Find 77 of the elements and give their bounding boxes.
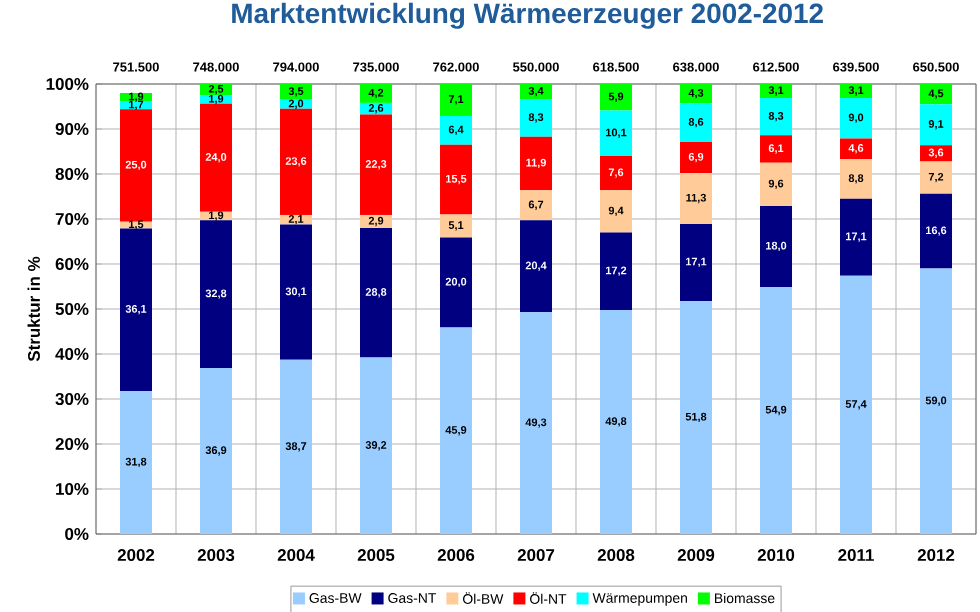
bar (920, 161, 953, 194)
bar (680, 142, 713, 174)
bar (360, 114, 392, 215)
y-tick-label: 100% (46, 78, 89, 90)
bar (920, 83, 953, 105)
x-tick-label: 2007 (517, 549, 555, 562)
x-tick-label: 2003 (197, 549, 235, 562)
y-tick-label: 0% (65, 528, 89, 540)
bar (680, 103, 713, 143)
bar (280, 108, 312, 215)
bar (760, 97, 793, 136)
y-tick-label: 60% (55, 258, 89, 270)
bar (280, 359, 312, 534)
bar (840, 275, 873, 534)
bar (760, 205, 793, 287)
bar (360, 357, 392, 534)
bar (440, 237, 473, 328)
bar (200, 367, 232, 534)
bar (680, 223, 713, 301)
bar (520, 312, 553, 534)
bar (280, 83, 312, 100)
bar (840, 159, 873, 199)
bar (440, 214, 473, 238)
bar (600, 155, 633, 191)
bar (600, 110, 633, 156)
bar (680, 83, 713, 104)
x-tick-label: 2006 (437, 549, 475, 562)
y-tick-label: 70% (55, 213, 89, 225)
y-tick-label: 90% (55, 123, 89, 135)
bar (120, 109, 152, 222)
bar (520, 190, 553, 221)
y-tick-label: 20% (55, 438, 89, 450)
bar (600, 190, 633, 233)
x-tick-label: 2010 (757, 549, 795, 562)
bar (200, 220, 232, 368)
y-axis-title: Struktur in % (27, 256, 40, 362)
bar (440, 327, 473, 534)
bar (440, 144, 473, 215)
bar (760, 286, 793, 534)
bar (600, 83, 633, 111)
y-tick-label: 10% (56, 483, 89, 495)
x-tick-label: 2005 (357, 549, 395, 562)
bar (680, 173, 713, 224)
bar (600, 232, 633, 310)
bar (680, 300, 713, 534)
x-tick-label: 2004 (277, 549, 315, 562)
x-tick-label: 2008 (597, 549, 635, 562)
y-tick-label: 40% (55, 348, 89, 360)
x-tick-label: 2002 (117, 549, 155, 562)
bar (200, 103, 232, 212)
x-tick-label: 2011 (838, 549, 874, 562)
bar (280, 224, 312, 360)
x-tick-label: 2009 (677, 549, 715, 562)
chart-title: Marktentwicklung Wärmeerzeuger 2002-2012 (232, 2, 823, 29)
bar (120, 228, 152, 391)
bar (760, 162, 793, 206)
bar (600, 309, 633, 534)
bar (440, 115, 473, 145)
bar (520, 220, 553, 313)
x-tick-label: 2012 (917, 549, 955, 562)
y-tick-label: 50% (55, 303, 89, 315)
bar (120, 390, 152, 534)
bar (920, 193, 953, 269)
bar (840, 138, 873, 160)
bar (360, 83, 392, 103)
bar (920, 104, 953, 146)
bar (360, 227, 392, 358)
y-tick-label: 80% (55, 168, 89, 180)
bar (840, 198, 873, 276)
bar (760, 135, 793, 163)
y-tick-label: 30% (55, 393, 89, 405)
bar (520, 136, 553, 191)
bar (920, 268, 953, 534)
bar (440, 83, 473, 116)
bar (840, 97, 873, 139)
bar (520, 99, 553, 137)
bar (200, 95, 232, 104)
